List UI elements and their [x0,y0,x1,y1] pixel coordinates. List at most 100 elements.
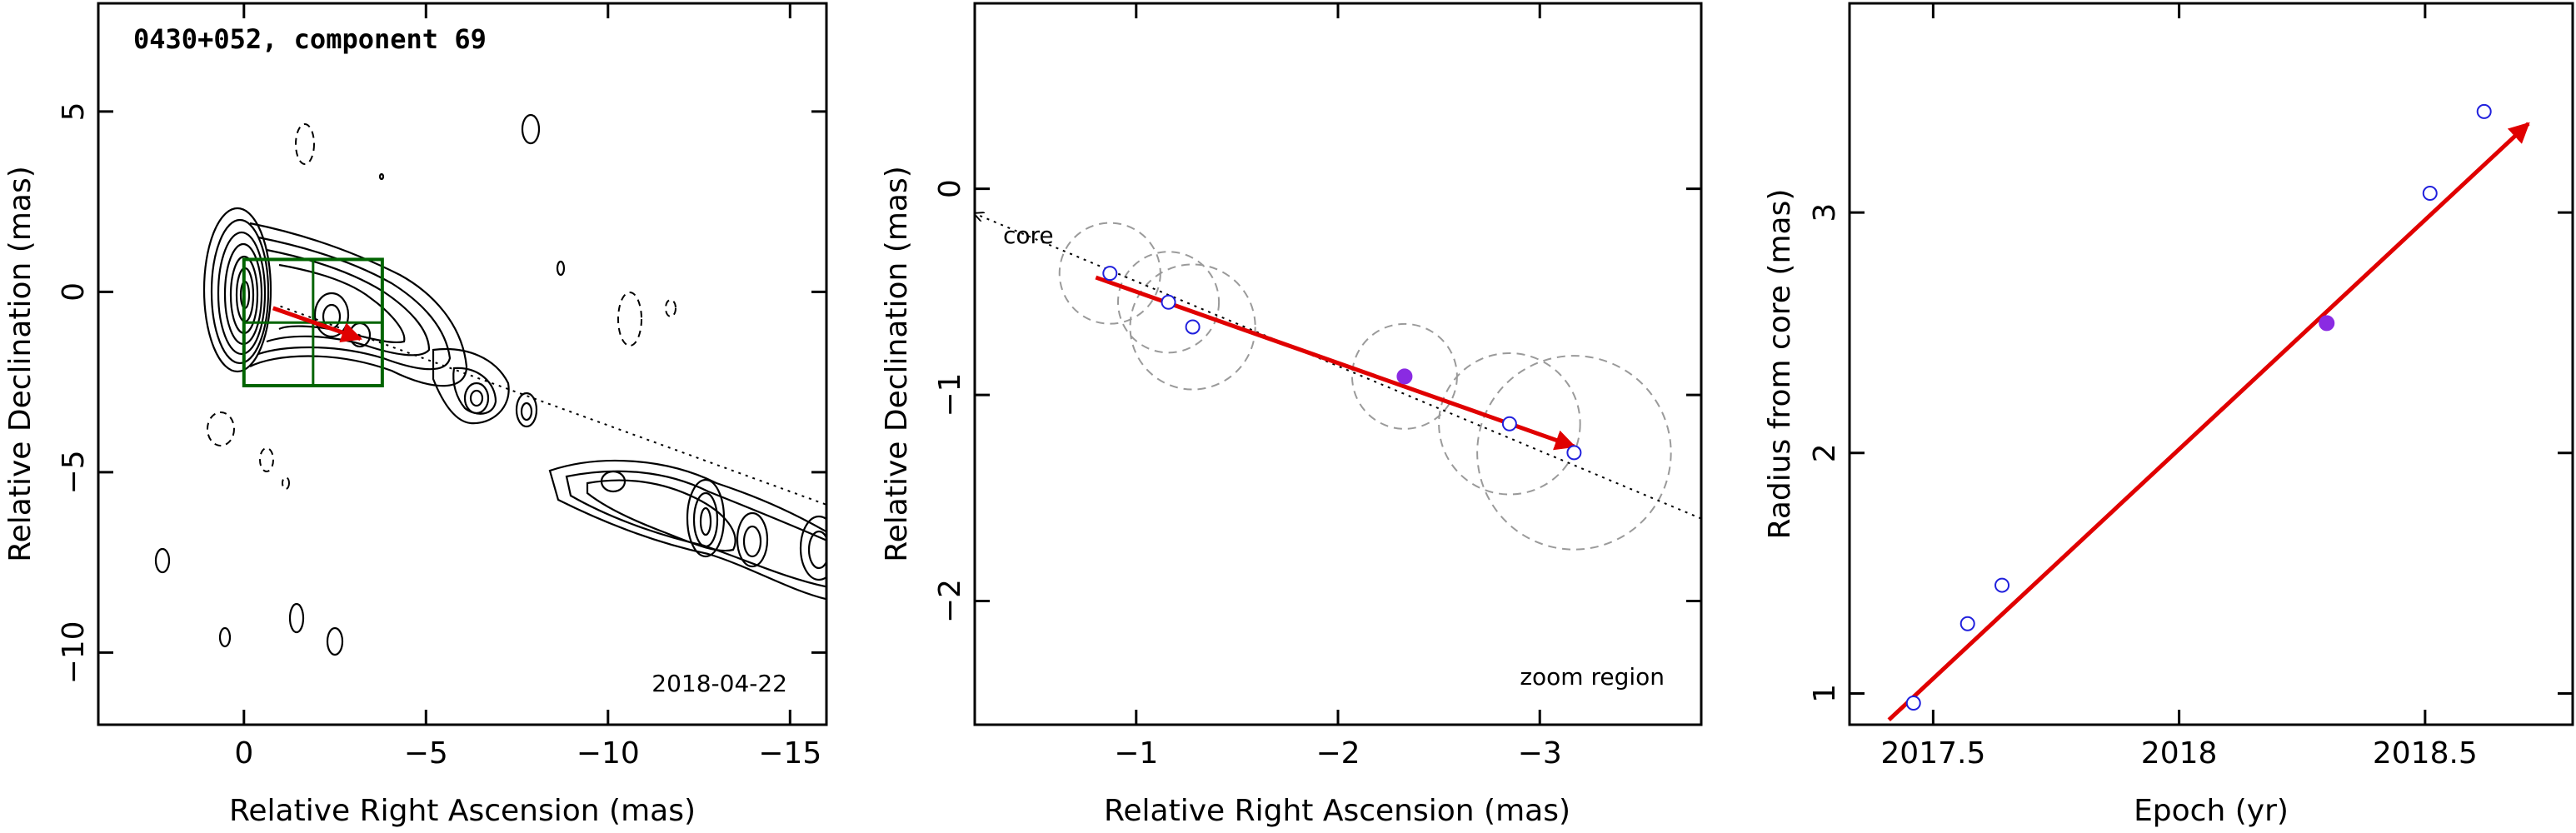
fit-arrow [1887,122,2530,722]
y-tick-label: 1 [1808,684,1842,703]
fit-arrow [1095,275,1576,451]
panel-radius-vs-epoch: 2017.5 2018 2018.5 1 2 3 Epoch (yr) Radius fr… [1763,2,2574,828]
y-tick-label: −5 [57,450,91,494]
open-point [2422,186,2438,202]
y-axis-label: Radius from core (mas) [1763,189,1797,540]
zoom-region-label: zoom region [1520,663,1665,691]
plot-frame [1848,2,2574,726]
negative-contour [207,412,235,446]
open-point [1501,416,1517,431]
contour [520,402,533,421]
x-axis-label: Epoch (yr) [2134,794,2289,828]
x-tick-label: 2018 [2141,736,2218,771]
x-tick-label: −3 [1518,736,1562,771]
contour [249,222,468,387]
x-axis-label: Relative Right Ascension (mas) [1104,794,1570,828]
y-tick-label: −1 [933,373,967,417]
x-axis-label: Relative Right Ascension (mas) [229,794,696,828]
contour [202,207,272,373]
contour [600,470,627,493]
y-tick-label: −10 [57,621,91,684]
y-axis-label: Relative Declination (mas) [880,166,914,562]
x-tick-label: −10 [577,736,640,771]
open-point [1566,445,1582,461]
error-circle [1116,251,1221,354]
error-circle [1438,352,1581,496]
contour [217,231,267,356]
filled-point [2319,315,2335,332]
x-tick-label: −2 [1315,736,1360,771]
contour [699,506,712,536]
contour [799,515,826,581]
contour [218,626,232,648]
error-circle [1476,355,1672,551]
contour [515,392,538,428]
contour [556,260,566,277]
contour [742,525,762,558]
open-point [1905,696,1921,711]
y-tick-label: 3 [1808,203,1842,222]
y-tick-label: 0 [57,282,91,302]
negative-contour [282,476,290,490]
jet-axis-line [975,213,1701,520]
open-point [2476,103,2492,119]
contour [469,389,484,407]
x-tick-label: 2017.5 [1880,736,1985,771]
contour [266,248,431,357]
negative-contour [259,447,274,472]
contour [807,530,826,570]
axis-ticks: −1 −2 −3 0 −1 −2 [933,3,1701,771]
contour [565,470,826,588]
contour [686,478,726,558]
contour [257,236,452,371]
contour [154,547,171,574]
y-tick-label: 5 [57,102,91,121]
contour [586,479,736,552]
plot-frame [97,2,828,726]
filled-point [1396,368,1413,385]
negative-contour [295,123,315,165]
panel-zoom-region: −1 −2 −3 0 −1 −2 core zoom region Relative Ri… [880,2,1703,828]
error-circles [1058,222,1672,551]
data-points [1905,103,2492,711]
contour [692,491,719,548]
y-tick-label: −2 [933,579,967,623]
y-tick-label: 0 [933,179,967,198]
trajectory-arrow [272,306,362,343]
axis-ticks: 2017.5 2018 2018.5 1 2 3 [1808,3,2573,771]
contour [326,626,344,656]
error-circle [1350,322,1458,430]
x-tick-label: 2018.5 [2373,736,2478,771]
x-tick-label: −1 [1114,736,1158,771]
x-tick-label: 0 [234,736,253,771]
contour [521,113,541,145]
open-point [1994,577,2010,593]
open-point [1959,616,1975,631]
error-circle [1129,263,1256,391]
contour [452,367,497,415]
negative-contour [617,292,642,347]
contour [548,459,826,601]
data-points [1102,266,1582,461]
contour-layer [154,113,826,656]
negative-contour [665,299,676,317]
open-point [1102,266,1118,282]
contour [463,382,490,415]
contour [432,348,510,425]
epoch-label: 2018-04-22 [651,670,787,697]
contour [313,292,350,338]
contour [378,172,385,181]
contour [278,263,406,344]
open-point [1161,294,1176,310]
core-label: core [1003,222,1054,249]
y-tick-label: 2 [1808,443,1842,462]
x-tick-label: −5 [404,736,448,771]
open-point [1185,319,1201,335]
contour [210,218,270,365]
x-tick-label: −15 [758,736,821,771]
panel-title: 0430+052, component 69 [133,23,487,55]
y-axis-label: Relative Declination (mas) [3,166,37,562]
axis-ticks: 0 −5 −10 −15 5 0 −5 −10 [57,3,826,771]
